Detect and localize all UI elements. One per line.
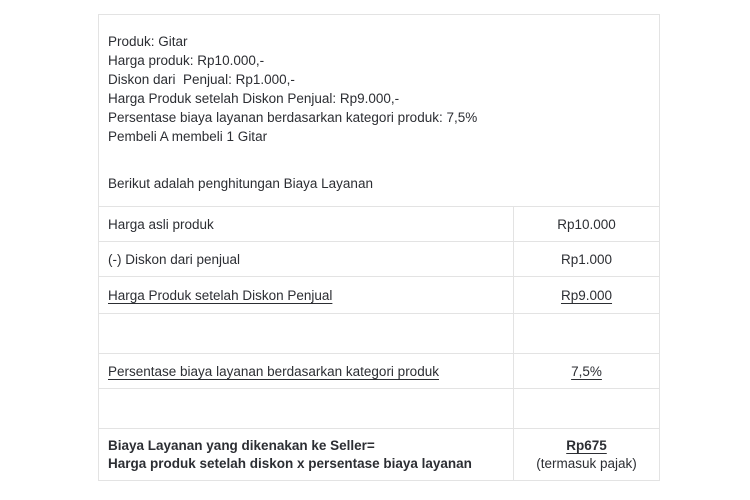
row-value: 7,5% [512,353,661,389]
row-value: Rp10.000 [512,206,661,242]
row-persentase-biaya-layanan: Persentase biaya layanan berdasarkan kat… [98,353,661,389]
intro-line-diskon-penjual: Diskon dari Penjual: Rp1.000,- [108,71,295,87]
intro-spacer [108,146,647,174]
row-label-empty [98,313,514,354]
row-value-empty [512,388,661,429]
total-value-note: (termasuk pajak) [536,455,637,471]
row-biaya-layanan-seller: Biaya Layanan yang dikenakan ke Seller= … [98,428,661,481]
intro-row: Produk: Gitar Harga produk: Rp10.000,- D… [97,14,661,207]
row-label-empty [98,388,514,429]
row-label: Harga Produk setelah Diskon Penjual [98,276,514,314]
row-value: Rp1.000 [512,241,661,277]
row-label: Persentase biaya layanan berdasarkan kat… [98,353,514,389]
fee-calculation-sheet: Produk: Gitar Harga produk: Rp10.000,- D… [97,14,661,481]
intro-line-produk: Produk: Gitar [108,33,188,49]
row-label: Biaya Layanan yang dikenakan ke Seller= … [98,428,514,481]
intro-cell: Produk: Gitar Harga produk: Rp10.000,- D… [97,14,661,207]
row-harga-asli-produk: Harga asli produk Rp10.000 [98,206,661,242]
row-diskon-dari-penjual: (-) Diskon dari penjual Rp1.000 [98,241,661,277]
total-value: Rp675 [566,437,607,453]
row-label: (-) Diskon dari penjual [98,241,514,277]
row-harga-setelah-diskon: Harga Produk setelah Diskon Penjual Rp9.… [98,276,661,314]
row-spacer-1 [98,313,661,354]
intro-line-harga-produk: Harga produk: Rp10.000,- [108,52,265,68]
intro-subtitle: Berikut adalah penghitungan Biaya Layana… [108,175,373,191]
total-label-line-2: Harga produk setelah diskon x persentase… [108,455,472,471]
row-value-empty [512,313,661,354]
row-label: Harga asli produk [98,206,514,242]
intro-line-harga-setelah-diskon: Harga Produk setelah Diskon Penjual: Rp9… [108,90,400,106]
intro-line-persentase: Persentase biaya layanan berdasarkan kat… [108,109,478,125]
row-value: Rp9.000 [512,276,661,314]
total-label-line-1: Biaya Layanan yang dikenakan ke Seller= [108,437,375,453]
row-value: Rp675 (termasuk pajak) [512,428,661,481]
fee-calculation-table: Produk: Gitar Harga produk: Rp10.000,- D… [97,14,661,481]
row-spacer-2 [98,388,661,429]
intro-line-pembeli: Pembeli A membeli 1 Gitar [108,128,268,144]
